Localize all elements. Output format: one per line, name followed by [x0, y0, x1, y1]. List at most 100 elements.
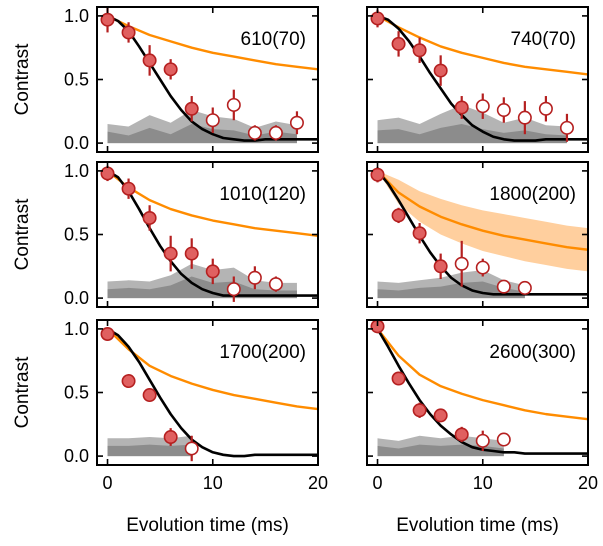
- noise-band-inner: [107, 124, 297, 144]
- data-point: [391, 208, 406, 223]
- data-point: [433, 408, 448, 423]
- panel-plot-area: [376, 170, 588, 299]
- data-point: [412, 403, 427, 418]
- data-point-open: [496, 432, 511, 447]
- data-point-open: [289, 115, 304, 130]
- panel-label: 610(70): [241, 29, 307, 50]
- x-tick-label: 0: [103, 473, 113, 493]
- data-point: [184, 246, 199, 261]
- panel-1: 610(70) 0.0 0.5 1.0 Contrast: [12, 6, 319, 153]
- data-point-open: [226, 97, 241, 112]
- data-point-open: [559, 120, 574, 135]
- x-tick-label: 20: [578, 473, 598, 493]
- data-point: [454, 427, 469, 442]
- y-tick-label: 0.5: [64, 70, 89, 90]
- data-point: [121, 25, 136, 40]
- y-tick-label: 0.0: [64, 288, 89, 308]
- data-point-open: [517, 280, 532, 295]
- data-point: [163, 62, 178, 77]
- data-point-open: [475, 99, 490, 114]
- data-point-open: [496, 279, 511, 294]
- data-point: [142, 53, 157, 68]
- model-curve: [106, 169, 318, 297]
- data-point: [454, 100, 469, 115]
- data-point: [205, 264, 220, 279]
- model-curve: [376, 170, 588, 296]
- y-tick-label: 1.0: [64, 161, 89, 181]
- panel-2: 740(70): [366, 6, 589, 153]
- panel-6: 2600(300) 0 10 20 Evolution time (ms): [366, 319, 598, 536]
- data-point: [121, 181, 136, 196]
- x-tick-label: 10: [473, 473, 493, 493]
- data-point: [412, 43, 427, 58]
- y-tick-label: 0.0: [64, 446, 89, 466]
- data-point-open: [517, 110, 532, 125]
- panel-5: 1700(200) 0.0 0.5 1.0 Contrast 0 10 20 Evolution…: [12, 319, 328, 536]
- y-axis-title: Contrast: [12, 356, 33, 429]
- data-point-open: [538, 101, 553, 116]
- model-curve: [377, 14, 588, 142]
- data-point: [184, 101, 199, 116]
- y-tick-label: 1.0: [64, 6, 89, 26]
- data-point-open: [268, 277, 283, 292]
- model-curve: [106, 14, 318, 142]
- data-point-open: [268, 125, 283, 140]
- data-point: [391, 371, 406, 386]
- data-point: [391, 36, 406, 51]
- panel-label: 1800(200): [489, 184, 576, 205]
- data-point: [142, 210, 157, 225]
- data-point: [100, 326, 115, 341]
- data-point-open: [184, 441, 199, 456]
- y-tick-label: 0.5: [64, 225, 89, 245]
- data-point-open: [454, 256, 469, 271]
- y-tick-label: 1.0: [64, 319, 89, 339]
- panel-plot-area: [106, 169, 318, 299]
- data-point-open: [226, 282, 241, 297]
- y-axis-title: Contrast: [12, 198, 33, 271]
- data-point: [370, 167, 385, 182]
- data-point: [163, 430, 178, 445]
- x-tick-label: 20: [308, 473, 328, 493]
- panel-label: 1700(200): [219, 342, 306, 363]
- panel-3: 1010(120) 0.0 0.5 1.0 Contrast: [12, 161, 319, 308]
- x-axis-title: Evolution time (ms): [396, 515, 559, 536]
- noise-band-inner: [107, 276, 297, 299]
- data-point-open: [496, 103, 511, 118]
- data-point: [433, 259, 448, 274]
- data-point: [163, 246, 178, 261]
- y-axis-title: Contrast: [12, 43, 33, 116]
- data-point: [412, 226, 427, 241]
- data-point-open: [247, 270, 262, 285]
- theory-curve: [376, 170, 588, 251]
- data-point: [100, 166, 115, 181]
- theory-curve: [376, 14, 588, 76]
- panel-label: 2600(300): [489, 342, 576, 363]
- panel-plot-area: [106, 327, 318, 458]
- theory-curve: [106, 328, 318, 411]
- theory-uncertainty-band: [377, 170, 588, 272]
- data-point-open: [475, 260, 490, 275]
- x-axis-title: Evolution time (ms): [126, 515, 289, 536]
- data-point-open: [205, 113, 220, 128]
- x-tick-label: 10: [203, 473, 223, 493]
- data-point: [142, 388, 157, 403]
- data-point: [100, 12, 115, 27]
- noise-band-inner: [377, 124, 567, 144]
- theory-curve: [106, 169, 318, 237]
- data-point: [121, 374, 136, 389]
- panel-plot-area: [376, 14, 588, 144]
- panel-4: 1800(200): [366, 161, 589, 308]
- theory-curve: [107, 14, 318, 71]
- x-tick-label: 0: [373, 473, 383, 493]
- data-point: [370, 11, 385, 26]
- model-curve: [106, 327, 318, 458]
- y-tick-label: 0.5: [64, 383, 89, 403]
- panel-label: 1010(120): [219, 184, 306, 205]
- theory-curve: [376, 328, 588, 421]
- data-point: [433, 63, 448, 78]
- data-point-open: [247, 125, 262, 140]
- data-point-open: [475, 433, 490, 448]
- noise-band-inner: [107, 444, 192, 457]
- y-tick-label: 0.0: [64, 133, 89, 153]
